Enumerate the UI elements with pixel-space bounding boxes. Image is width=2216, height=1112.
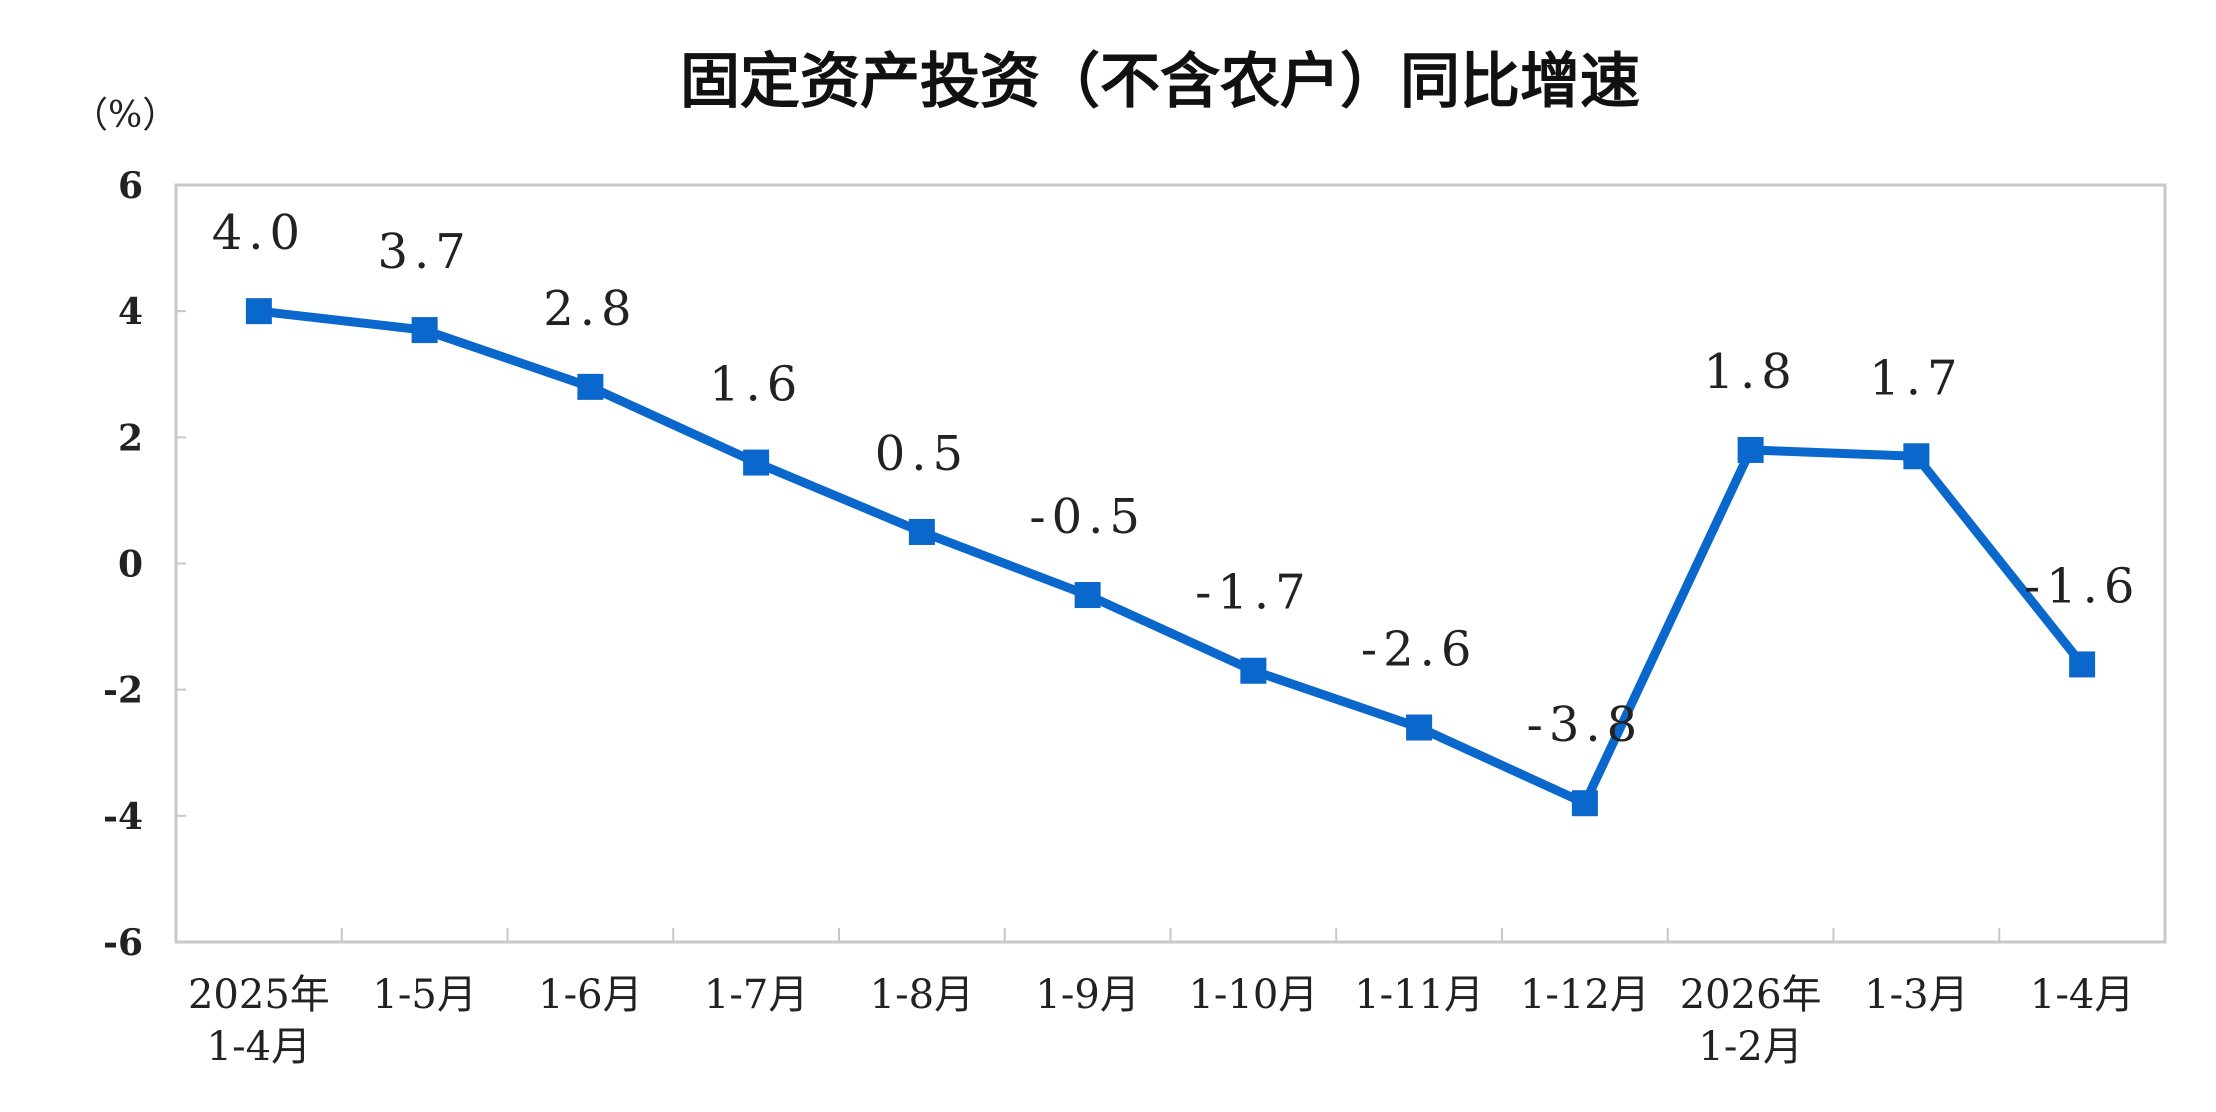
y-tick-label: -4 [103,796,143,838]
y-tick-label: 0 [118,544,143,586]
x-tick-label: 1-2月 [1698,1024,1802,1070]
x-tick-label: 1-4月 [2030,972,2134,1018]
x-tick-label: 1-7月 [704,972,808,1018]
data-label: 0.5 [875,426,969,482]
data-point-marker [908,518,935,545]
series-line [254,306,2087,808]
x-tick-label: 1-6月 [538,972,642,1018]
data-point-marker [1903,443,1930,470]
chart-title: 固定资产投资（不含农户）同比增速 [680,47,1640,117]
data-label: -2.6 [1361,622,1478,678]
x-tick-label: 1-3月 [1864,972,1968,1018]
data-point-marker [411,317,438,344]
data-label: 1.8 [1703,344,1797,400]
data-point-marker [1406,714,1433,741]
x-tick-label: 1-11月 [1354,972,1484,1018]
data-label: -3.8 [1527,697,1644,753]
x-tick-label: 1-8月 [870,972,974,1018]
data-label: 2.8 [543,281,637,337]
y-tick-label: 6 [118,165,143,207]
data-label: 4.0 [212,205,306,261]
y-tick-label: 4 [118,291,143,333]
plot-area-frame [174,183,2167,944]
x-tick-label: 1-10月 [1188,972,1318,1018]
data-point-marker [1737,436,1764,463]
data-label: -1.7 [1195,565,1312,621]
y-tick-label: -6 [103,922,143,964]
data-label: -1.6 [2024,558,2141,614]
data-label: 1.7 [1869,350,1963,406]
data-point-marker [1074,582,1101,609]
x-tick-label: 1-12月 [1520,972,1650,1018]
data-label: 1.6 [709,357,803,413]
data-point-marker [577,373,604,400]
x-tick-label: 2025年 [188,972,330,1018]
x-tick-label: 1-4月 [207,1024,311,1070]
x-tick-label: 1-5月 [372,972,476,1018]
data-point-marker [1571,790,1598,817]
data-label: -0.5 [1029,489,1146,545]
data-point-marker [743,449,770,476]
data-point-marker [2069,651,2096,678]
y-axis-unit: （%） [72,95,178,136]
data-point-marker [245,298,272,325]
y-tick-label: 2 [118,417,143,459]
x-tick-label: 2026年 [1680,972,1822,1018]
y-tick-label: -2 [103,670,143,712]
data-point-marker [1240,657,1267,684]
x-tick-label: 1-9月 [1035,972,1139,1018]
data-label: 3.7 [377,224,471,280]
